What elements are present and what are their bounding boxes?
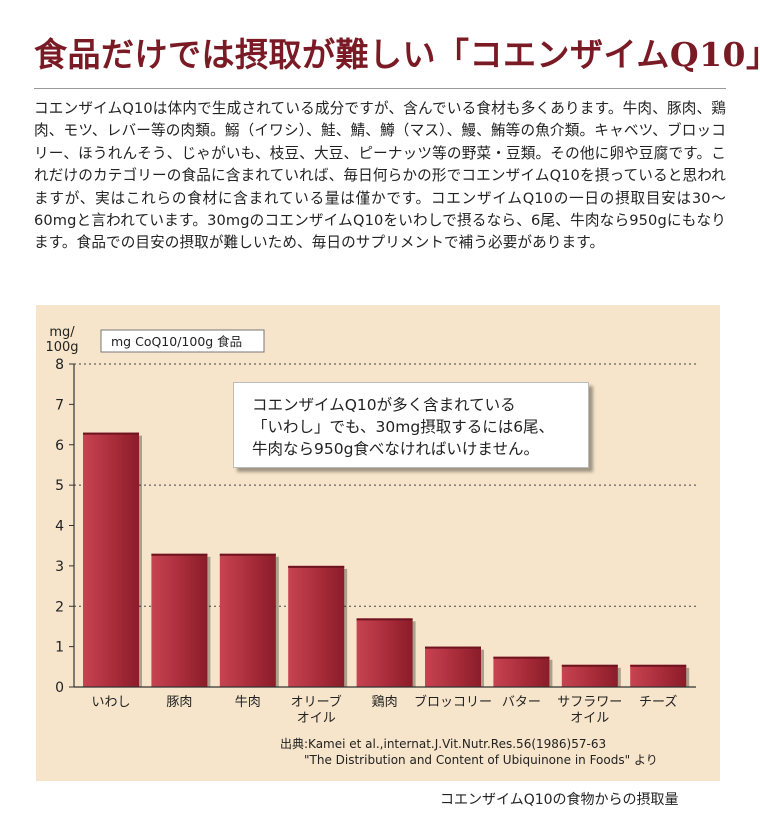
x-tick-label: チーズ bbox=[639, 694, 677, 710]
bar bbox=[425, 646, 481, 687]
y-tick-label: 6 bbox=[55, 438, 64, 454]
x-tick-label: オリーブ bbox=[291, 694, 342, 710]
y-tick-label: 4 bbox=[55, 519, 64, 535]
bar-top-edge bbox=[219, 553, 276, 556]
x-tick-label: オイル bbox=[570, 711, 609, 726]
x-tick-label: オイル bbox=[297, 711, 336, 726]
x-tick-label: 鶏肉 bbox=[372, 695, 398, 710]
x-tick-label: いわし bbox=[91, 695, 130, 710]
y-tick-label: 7 bbox=[55, 397, 64, 413]
callout-box: コエンザイムQ10が多く含まれている 「いわし」でも、30mg摂取するには6尾、… bbox=[233, 382, 589, 468]
x-tick-label: ブロッコリー bbox=[414, 694, 492, 710]
y-tick-label: 2 bbox=[55, 599, 64, 615]
legend-label: mg CoQ10/100g 食品 bbox=[111, 334, 242, 349]
bar-top-edge bbox=[288, 565, 345, 568]
title-divider bbox=[34, 88, 726, 89]
x-tick-label: 牛肉 bbox=[235, 695, 261, 710]
source-note: 出典:Kamei et al.,internat.J.Vit.Nutr.Res.… bbox=[280, 737, 606, 751]
bar bbox=[151, 553, 208, 687]
bar-top-edge bbox=[356, 618, 413, 621]
bar-chart: 012345678mg/100g mg CoQ10/100g 食品いわし 豚肉 牛肉オ… bbox=[45, 325, 696, 767]
unit-label: mg/ bbox=[49, 325, 75, 340]
bar bbox=[630, 664, 687, 687]
figure-caption: コエンザイムQ10の食物からの摂取量 bbox=[440, 792, 679, 808]
bar-top-edge bbox=[151, 553, 208, 556]
y-tick-label: 1 bbox=[55, 640, 64, 656]
y-tick-label: 8 bbox=[55, 357, 64, 373]
bar bbox=[561, 664, 618, 687]
body-paragraph: コエンザイムQ10は体内で生成されている成分ですが、含んでいる食材も多くあります… bbox=[34, 100, 726, 252]
bar-top-edge bbox=[493, 656, 550, 659]
y-tick-label: 3 bbox=[55, 559, 64, 575]
bar-top-edge bbox=[83, 432, 139, 435]
x-tick-label: バター bbox=[502, 695, 541, 710]
callout-line-3: 牛肉なら950g食べなければいけません。 bbox=[252, 440, 539, 458]
y-tick-label: 5 bbox=[55, 478, 64, 494]
legend-box bbox=[100, 329, 265, 353]
x-tick-label: サフラワー bbox=[557, 695, 622, 710]
source-note: "The Distribution and Content of Ubiquin… bbox=[304, 753, 658, 767]
bar-top-edge bbox=[630, 664, 687, 667]
y-tick-label: 0 bbox=[55, 680, 64, 696]
x-tick-label: 豚肉 bbox=[166, 695, 192, 710]
bar bbox=[493, 656, 550, 687]
bar-top-edge bbox=[561, 664, 618, 667]
callout-line-2: 「いわし」でも、30mg摂取するには6尾、 bbox=[252, 418, 555, 436]
bar bbox=[83, 432, 139, 687]
bar bbox=[356, 618, 413, 687]
unit-label: 100g bbox=[45, 340, 78, 355]
callout-line-1: コエンザイムQ10が多く含まれている bbox=[252, 396, 516, 414]
bar bbox=[288, 565, 345, 687]
chart-panel: 0 1 2 3 4 5 6 7 8 mg/100g mg CoQ10/100g 食品 いわし 豚肉 牛肉オ… bbox=[36, 305, 720, 781]
bar-top-edge bbox=[425, 646, 481, 649]
page-title: 食品だけでは摂取が難しい「コエンザイムQ10」 bbox=[34, 35, 760, 74]
bar bbox=[219, 553, 276, 687]
